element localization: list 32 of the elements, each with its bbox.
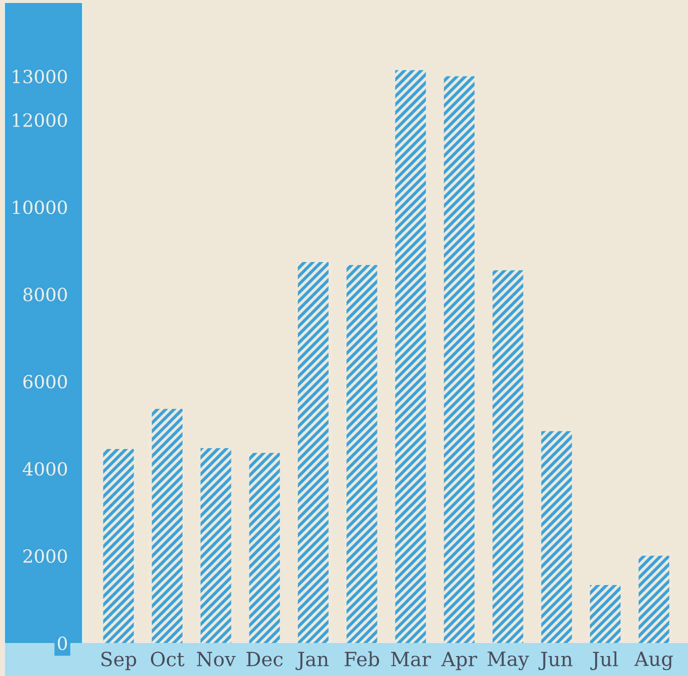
bar [103, 448, 134, 643]
x-tick-label: Jul [590, 651, 618, 670]
x-tick-label: Nov [196, 652, 236, 666]
bar [638, 556, 670, 643]
x-tick-label: Jan [296, 652, 329, 670]
y-tick-label: 4000 [22, 462, 67, 476]
bar [298, 262, 329, 643]
x-tick-label: Dec [246, 652, 283, 666]
x-tick-label: Aug [634, 652, 673, 670]
bar [346, 265, 378, 643]
y-tick-label: 8000 [23, 288, 67, 302]
bar [249, 452, 280, 643]
y-tick-label: 6000 [23, 374, 67, 389]
x-tick-label: May [488, 652, 530, 670]
bar [541, 431, 572, 643]
x-tick-label: Sep [102, 652, 136, 670]
y-tick-label: 13000 [12, 70, 67, 84]
x-tick-label: Oct [150, 652, 184, 666]
x-tick-label: Jun [538, 652, 572, 670]
bar [590, 585, 621, 643]
bar [200, 448, 232, 643]
y-tick-label: 0 [58, 636, 67, 650]
x-tick-label: Mar [391, 652, 431, 666]
bar [492, 270, 524, 643]
x-tick-label: Feb [344, 651, 380, 666]
x-tick-label: Apr [441, 652, 478, 670]
bar [152, 408, 183, 643]
y-tick-label: 12000 [12, 113, 67, 127]
y-tick-label: 2000 [23, 549, 67, 563]
bar [395, 70, 426, 643]
bar [444, 76, 475, 643]
y-tick-label: 10000 [12, 200, 67, 214]
